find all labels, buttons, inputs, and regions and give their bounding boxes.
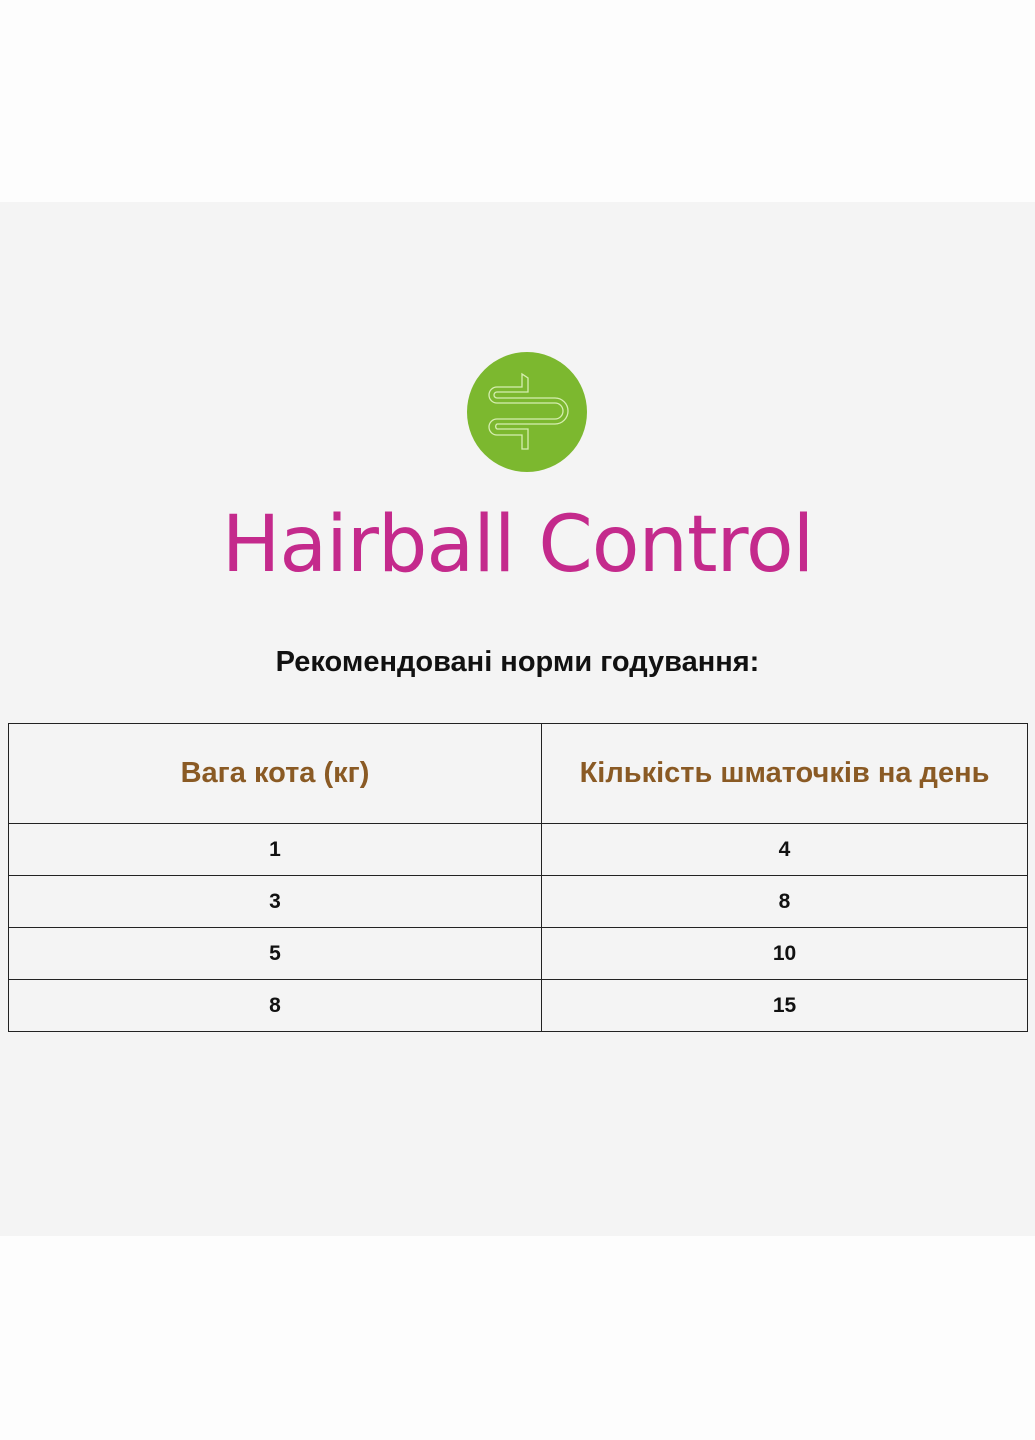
table-row: 3 8 bbox=[8, 875, 1028, 928]
intestine-icon bbox=[467, 352, 587, 472]
cell-pieces: 15 bbox=[541, 979, 1028, 1032]
feeding-title: Рекомендовані норми годування: bbox=[275, 646, 760, 678]
cell-weight: 1 bbox=[8, 823, 542, 876]
cell-pieces: 10 bbox=[541, 927, 1028, 980]
table-header-row: Вага кота (кг) Кількість шматочків на де… bbox=[8, 723, 1028, 824]
feeding-table: Вага кота (кг) Кількість шматочків на де… bbox=[8, 723, 1028, 1032]
brand-name: Hairball Control bbox=[221, 500, 815, 590]
header-weight: Вага кота (кг) bbox=[8, 723, 542, 824]
cell-pieces: 8 bbox=[541, 875, 1028, 928]
cell-pieces: 4 bbox=[541, 823, 1028, 876]
header-pieces: Кількість шматочків на день bbox=[541, 723, 1028, 824]
cell-weight: 8 bbox=[8, 979, 542, 1032]
table-row: 5 10 bbox=[8, 927, 1028, 980]
cell-weight: 3 bbox=[8, 875, 542, 928]
table-row: 8 15 bbox=[8, 979, 1028, 1032]
cell-weight: 5 bbox=[8, 927, 542, 980]
table-row: 1 4 bbox=[8, 823, 1028, 876]
